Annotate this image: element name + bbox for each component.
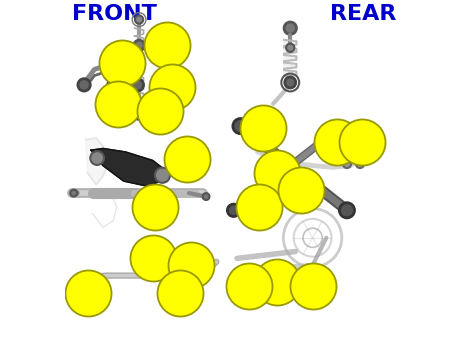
Text: REAR: REAR — [330, 4, 396, 24]
Circle shape — [228, 204, 240, 216]
Circle shape — [70, 190, 77, 197]
Point — [273, 170, 280, 175]
Point — [84, 290, 91, 296]
Point — [156, 108, 164, 114]
Circle shape — [284, 22, 296, 34]
Text: FRONT: FRONT — [72, 4, 157, 24]
Circle shape — [203, 193, 210, 200]
Polygon shape — [284, 55, 296, 61]
Circle shape — [131, 79, 144, 91]
Polygon shape — [284, 70, 296, 76]
Circle shape — [343, 160, 351, 168]
Circle shape — [356, 160, 364, 168]
Point — [168, 84, 175, 89]
Polygon shape — [284, 47, 296, 53]
Circle shape — [135, 16, 143, 24]
Point — [297, 187, 304, 193]
Polygon shape — [284, 62, 296, 69]
Point — [273, 280, 280, 285]
Circle shape — [134, 40, 144, 50]
Circle shape — [78, 79, 90, 91]
Point — [309, 283, 316, 289]
Point — [183, 156, 191, 161]
Circle shape — [339, 203, 355, 218]
Polygon shape — [91, 148, 168, 186]
Point — [176, 290, 184, 296]
Circle shape — [90, 151, 104, 165]
Circle shape — [76, 282, 85, 290]
Circle shape — [108, 80, 116, 89]
Circle shape — [286, 44, 294, 52]
Polygon shape — [284, 40, 296, 46]
Circle shape — [320, 132, 333, 144]
Circle shape — [370, 137, 379, 146]
Polygon shape — [86, 138, 108, 185]
Point — [151, 204, 158, 210]
Circle shape — [285, 77, 296, 88]
Circle shape — [192, 284, 199, 291]
Circle shape — [355, 137, 363, 146]
Point — [115, 101, 122, 107]
Point — [163, 42, 170, 48]
Circle shape — [233, 119, 248, 134]
Point — [259, 125, 266, 131]
Point — [333, 139, 340, 144]
Circle shape — [166, 284, 173, 291]
Point — [118, 60, 126, 65]
Point — [149, 256, 156, 261]
Circle shape — [155, 168, 170, 183]
Point — [255, 204, 263, 210]
Point — [245, 283, 253, 289]
Point — [187, 263, 194, 268]
Circle shape — [133, 105, 145, 117]
Point — [359, 139, 366, 144]
